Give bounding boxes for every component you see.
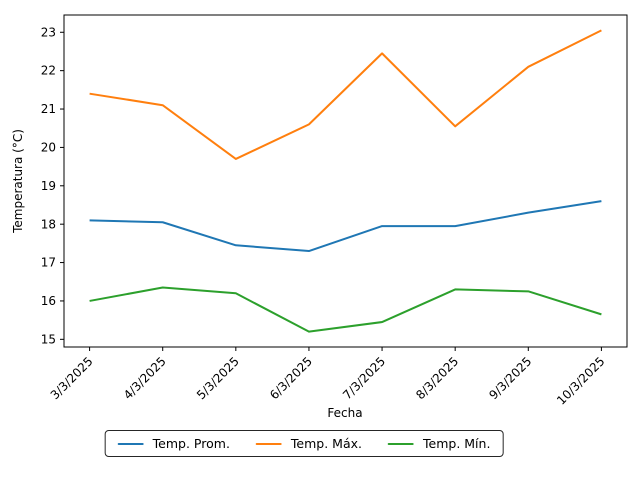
series-line-1: [89, 29, 602, 160]
x-tick-label: 6/3/2025: [267, 354, 315, 402]
series-line-2: [89, 286, 602, 333]
x-tick-label: 8/3/2025: [413, 354, 461, 402]
temp-min-line-swatch-icon: [388, 442, 415, 445]
y-tick-label: 18: [41, 217, 56, 231]
legend-item-temp-min: Temp. Mín.: [388, 436, 490, 451]
y-tick-label: 16: [41, 294, 56, 308]
temp-max-line-swatch-icon: [255, 442, 282, 445]
y-tick-label: 19: [41, 179, 56, 193]
x-tick-label: 7/3/2025: [340, 354, 388, 402]
x-tick-label: 5/3/2025: [194, 354, 242, 402]
x-tick-label: 4/3/2025: [121, 354, 169, 402]
x-tick-label: 9/3/2025: [486, 354, 534, 402]
series-line-0: [89, 200, 602, 253]
y-tick-label: 21: [41, 102, 56, 116]
plot-area: 15 16 17 18 19 20 21 22 23 3/3/2025 4/3/2025 5/3/20…: [41, 14, 628, 408]
y-tick-label: 17: [41, 256, 56, 270]
legend: Temp. Prom. Temp. Máx. Temp. Mín.: [104, 430, 504, 457]
x-tick-label: 10/3/2025: [554, 354, 607, 407]
axes-spines: [63, 14, 628, 348]
y-tick-label: 22: [41, 64, 56, 78]
temp-prom-line-swatch-icon: [117, 442, 144, 445]
y-tick-label: 20: [41, 140, 56, 154]
legend-label-temp-min: Temp. Mín.: [423, 436, 491, 451]
y-tick-label: 15: [41, 332, 56, 346]
legend-item-temp-max: Temp. Máx.: [255, 436, 363, 451]
x-tick-label: 3/3/2025: [48, 354, 96, 402]
legend-label-temp-prom: Temp. Prom.: [152, 436, 230, 451]
x-axis-label: Fecha: [327, 406, 362, 420]
y-tick-label: 23: [41, 25, 56, 39]
legend-item-temp-prom: Temp. Prom.: [117, 436, 230, 451]
legend-label-temp-max: Temp. Máx.: [290, 436, 363, 451]
y-axis-label: Temperatura (°C): [11, 129, 25, 234]
